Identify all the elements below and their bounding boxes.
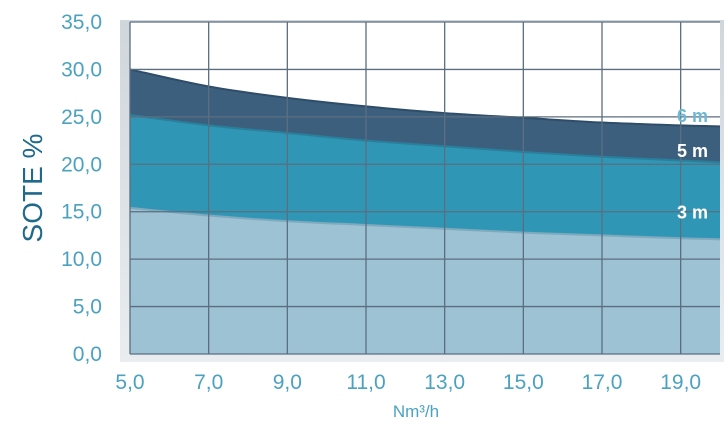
y-axis-ticks: 0,0 5,0 10,0 15,0 20,0 25,0 30,0 35,0 (61, 11, 102, 366)
x-tick-label: 15,0 (503, 371, 544, 394)
y-axis-title: SOTE % (17, 134, 48, 243)
area-band-3m (130, 207, 720, 354)
y-tick-label: 0,0 (73, 343, 102, 366)
x-tick-label: 11,0 (346, 371, 385, 394)
y-tick-label: 15,0 (61, 201, 102, 224)
y-tick-label: 35,0 (61, 11, 102, 34)
grid (129, 21, 720, 355)
band-labels: 6 m 5 m 3 m (677, 106, 708, 223)
y-tick-label: 25,0 (61, 106, 102, 129)
y-tick-label: 20,0 (61, 153, 102, 176)
x-tick-label: 13,0 (424, 371, 465, 394)
band-label-6m: 6 m (677, 106, 708, 126)
y-tick-label: 5,0 (73, 296, 102, 319)
x-axis-title: Nm³/h (393, 402, 439, 421)
band-label-5m: 5 m (677, 141, 708, 161)
x-tick-label: 7,0 (194, 371, 223, 394)
y-tick-label: 10,0 (61, 248, 102, 271)
x-tick-label: 17,0 (582, 371, 623, 394)
x-tick-label: 9,0 (273, 371, 302, 394)
x-axis-ticks: 5,0 7,0 9,0 11,0 13,0 15,0 17,0 19,0 (115, 371, 701, 394)
y-tick-label: 30,0 (61, 58, 102, 81)
band-label-3m: 3 m (677, 203, 708, 223)
x-tick-label: 19,0 (660, 371, 701, 394)
x-tick-label: 5,0 (115, 371, 144, 394)
